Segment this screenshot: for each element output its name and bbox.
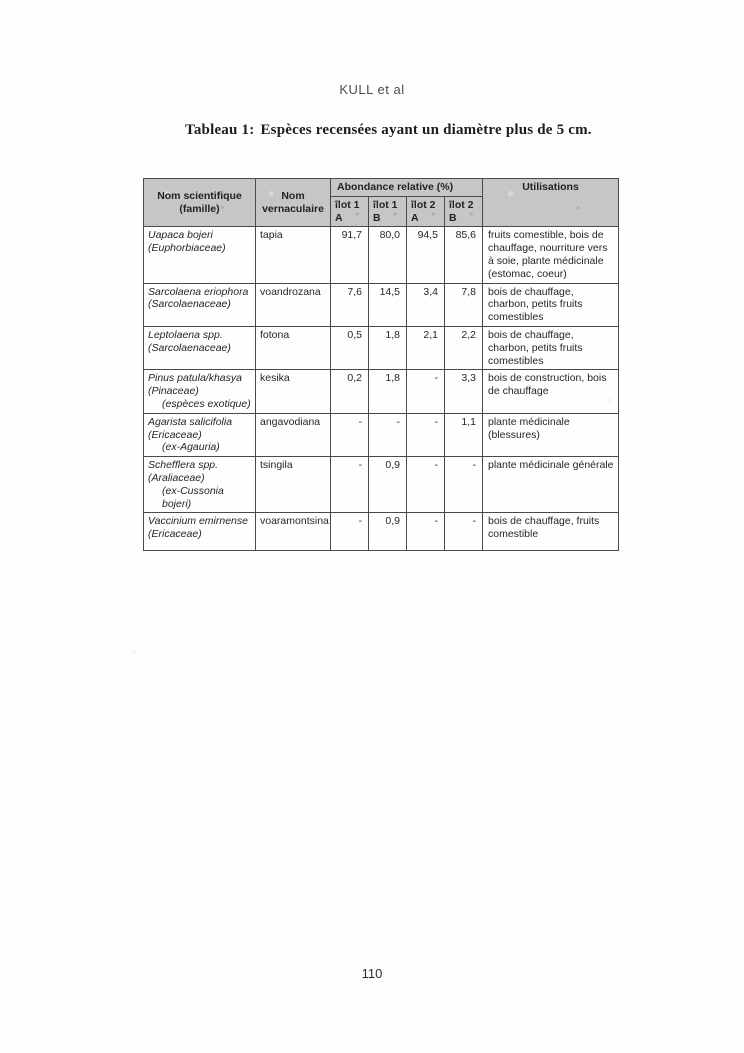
caption-text: Espèces recensées ayant un diamètre plus… [260, 122, 592, 138]
species-note: (ex-Cussonia bojeri) [162, 484, 224, 510]
family-name: (Ericaceae) [148, 528, 202, 541]
abundance-ilot2b-cell: 2,2 [444, 325, 483, 371]
scientific-name: Leptolaena spp. [148, 328, 223, 341]
table-row: Uapaca bojeri (Euphorbiaceae) tapia 91,7… [143, 226, 619, 284]
vernacular-name-cell: fotona [255, 325, 331, 371]
scientific-name-cell: Pinus patula/khasya (Pinaceae) (espèces … [143, 369, 256, 414]
abundance-ilot1b-cell: 14,5 [368, 282, 407, 327]
uses-cell: bois de construction, bois de chauffage [482, 369, 619, 414]
scientific-name: Sarcolaena eriophora [148, 285, 249, 298]
table-row: Vaccinium emirnense (Ericaceae) voaramon… [143, 512, 619, 552]
abundance-ilot1b-cell: 0,9 [368, 512, 407, 552]
species-note: (ex-Agauria) [162, 441, 220, 454]
scientific-name-cell: Schefflera spp. (Araliaceae) (ex-Cussoni… [143, 456, 256, 514]
abundance-ilot2b-cell: - [444, 456, 483, 514]
vernacular-name-cell: tapia [255, 226, 331, 284]
ilot-label: îlot 2 [411, 198, 436, 211]
column-header-ilot-1b: îlot 1 B [368, 195, 407, 228]
abundance-ilot1a-cell: 0,2 [330, 369, 369, 414]
scientific-name: Schefflera spp. [148, 459, 219, 472]
uses-cell: bois de chauffage, charbon, petits fruit… [482, 325, 619, 371]
scientific-name-cell: Agarista salicifolia (Ericaceae) (ex-Aga… [143, 412, 256, 458]
column-header-vernacular-name: Nom vernaculaire [255, 177, 331, 228]
abundance-ilot2a-cell: - [406, 512, 445, 552]
abundance-ilot1a-cell: - [330, 456, 369, 514]
vernacular-name-cell: kesika [255, 369, 331, 414]
vernacular-name-cell: angavodiana [255, 412, 331, 458]
table-row: Leptolaena spp. (Sarcolaenaceae) fotona … [143, 325, 619, 371]
scientific-name: Uapaca bojeri [148, 229, 213, 242]
abundance-ilot1b-cell: 1,8 [368, 325, 407, 371]
abundance-ilot1a-cell: - [330, 412, 369, 458]
abundance-ilot1a-cell: 0,5 [330, 325, 369, 371]
abundance-ilot2b-cell: 7,8 [444, 282, 483, 327]
ilot-label: îlot 1 [335, 198, 360, 211]
column-header-abundance-group: Abondance relative (%) [330, 178, 483, 197]
abundance-ilot2a-cell: 3,4 [406, 282, 445, 327]
vernacular-name-cell: voandrozana [255, 282, 331, 327]
abundance-ilot2b-cell: - [444, 512, 483, 552]
table-row: Pinus patula/khasya (Pinaceae) (espèces … [143, 369, 619, 414]
table-header: Nom scientifique (famille) Nom vernacula… [143, 177, 619, 228]
family-name: (Euphorbiaceae) [148, 242, 226, 255]
scientific-name: Vaccinium emirnense [148, 515, 248, 528]
abundance-ilot2a-cell: 2,1 [406, 325, 445, 371]
table-row: Schefflera spp. (Araliaceae) (ex-Cussoni… [143, 456, 619, 514]
abundance-ilot2b-cell: 85,6 [444, 226, 483, 284]
scientific-name-cell: Vaccinium emirnense (Ericaceae) [143, 512, 256, 552]
vernacular-name-cell: tsingila [255, 456, 331, 514]
column-header-ilot-2a: îlot 2 A [406, 195, 445, 228]
ilot-label: îlot 2 [449, 198, 474, 211]
uses-cell: bois de chauffage, fruits comestible [482, 512, 619, 552]
scientific-name-cell: Sarcolaena eriophora (Sarcolaenaceae) [143, 282, 256, 327]
species-note: (espèces exotique) [162, 397, 251, 410]
abundance-ilot1b-cell: 1,8 [368, 369, 407, 414]
column-header-scientific-name: Nom scientifique (famille) [143, 177, 256, 228]
species-table: Nom scientifique (famille) Nom vernacula… [143, 177, 619, 552]
family-name: (Sarcolaenaceae) [148, 341, 231, 354]
scientific-name: Pinus patula/khasya [148, 372, 242, 385]
ilot-sublabel: A [411, 211, 419, 224]
abundance-ilot2a-cell: - [406, 369, 445, 414]
scientific-name: Agarista salicifolia [148, 415, 233, 428]
table-body: Uapaca bojeri (Euphorbiaceae) tapia 91,7… [143, 226, 619, 552]
abundance-ilot1b-cell: 0,9 [368, 456, 407, 514]
uses-cell: bois de chauffage, charbon, petits fruit… [482, 282, 619, 327]
vernacular-name-cell: voaramontsina [255, 512, 331, 552]
abundance-ilot1a-cell: - [330, 512, 369, 552]
uses-cell: plante médicinale générale [482, 456, 619, 514]
abundance-ilot1b-cell: - [368, 412, 407, 458]
table-row: Agarista salicifolia (Ericaceae) (ex-Aga… [143, 412, 619, 458]
abundance-ilot2b-cell: 3,3 [444, 369, 483, 414]
abundance-ilot2a-cell: - [406, 412, 445, 458]
running-head: KULL et al [339, 82, 405, 97]
ilot-sublabel: A [335, 211, 343, 224]
family-name: (Araliaceae) [148, 471, 205, 484]
uses-cell: fruits comestible, bois de chauffage, no… [482, 226, 619, 284]
table-row: Sarcolaena eriophora (Sarcolaenaceae) vo… [143, 282, 619, 327]
family-name: (Ericaceae) [148, 428, 202, 441]
abundance-ilot2a-cell: - [406, 456, 445, 514]
table-caption: Tableau 1: Espèces recensées ayant un diam… [185, 122, 592, 139]
column-header-ilot-2b: îlot 2 B [444, 195, 483, 228]
ilot-sublabel: B [373, 211, 381, 224]
family-name: (Sarcolaenaceae) [148, 298, 231, 311]
ilot-sublabel: B [449, 211, 457, 224]
abundance-ilot1a-cell: 7,6 [330, 282, 369, 327]
ilot-label: îlot 1 [373, 198, 398, 211]
family-name: (Pinaceae) [148, 385, 199, 398]
caption-number: 1: [241, 122, 255, 138]
abundance-ilot2a-cell: 94,5 [406, 226, 445, 284]
abundance-ilot1a-cell: 91,7 [330, 226, 369, 284]
column-header-ilot-1a: îlot 1 A [330, 195, 369, 228]
caption-label: Tableau [185, 122, 238, 138]
scientific-name-cell: Leptolaena spp. (Sarcolaenaceae) [143, 325, 256, 371]
page-number: 110 [361, 966, 383, 981]
uses-cell: plante médicinale (blessures) [482, 412, 619, 458]
abundance-ilot2b-cell: 1,1 [444, 412, 483, 458]
abundance-ilot1b-cell: 80,0 [368, 226, 407, 284]
scientific-name-cell: Uapaca bojeri (Euphorbiaceae) [143, 226, 256, 284]
column-header-uses: Utilisations [482, 177, 619, 228]
